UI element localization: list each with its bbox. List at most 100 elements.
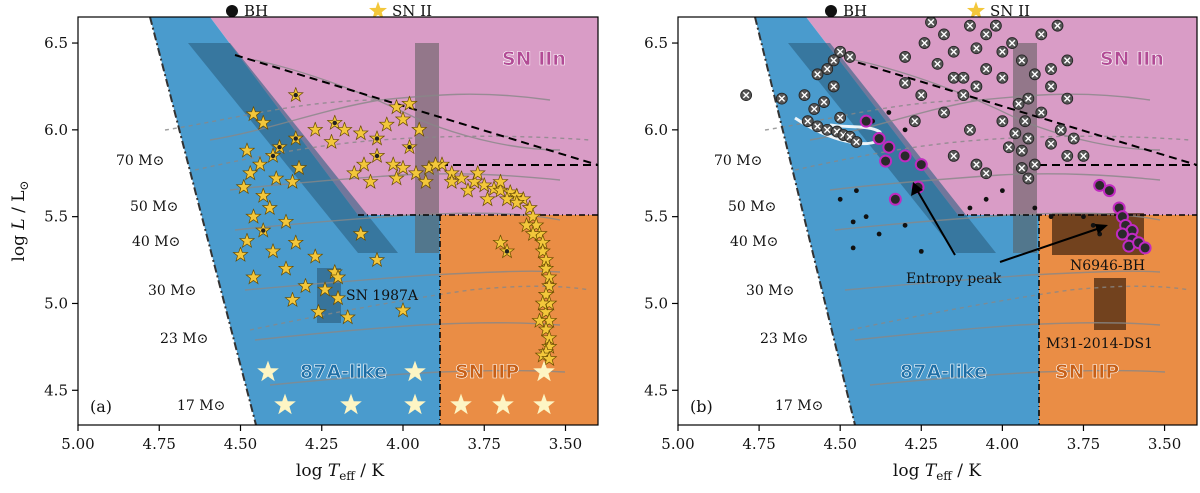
bh-crossed-marker	[899, 77, 911, 89]
bh-crossed-marker	[798, 89, 811, 102]
bh-crossed-marker	[1022, 172, 1035, 185]
x-tick-label: 3.75	[468, 435, 501, 453]
bh-crossed-marker	[1015, 162, 1028, 174]
bh-entropy-marker	[914, 158, 928, 172]
legend-bh-label: BH	[843, 2, 867, 20]
y-tick-label: 4.5	[44, 381, 68, 399]
bh-crossed-marker	[1019, 115, 1031, 128]
y-tick-label: 6.0	[644, 121, 668, 139]
region-iip	[440, 215, 598, 425]
track-mass-label: 30 M⊙	[746, 283, 794, 299]
bh-crossed-marker	[1067, 132, 1080, 145]
bh-crossed-marker	[1015, 144, 1028, 157]
bh-crossed-marker	[970, 42, 983, 55]
mass-labels-a: 70 M⊙ 50 M⊙ 40 M⊙ 30 M⊙ 23 M⊙ 17 M⊙	[116, 153, 225, 414]
axes-frame	[677, 16, 1198, 426]
panel-a: SN IIn 87A-like SN IIP SN 1987A (a) 70 M…	[9, 16, 599, 483]
bh-marker	[918, 248, 924, 254]
ticks-b: 5.00 4.75 4.50 4.25 4.00 3.75 3.50 4.5 5.0 5.5 6.0…	[644, 34, 1181, 453]
bh-crossed-marker	[899, 51, 911, 63]
entropy-band	[188, 43, 398, 253]
legend-bh-marker	[825, 5, 837, 17]
bh-crossed-marker	[947, 149, 960, 162]
x-tick-label: 3.50	[549, 435, 582, 453]
bh-crossed-marker	[908, 115, 921, 128]
bh-marker	[850, 245, 856, 251]
bh-entropy-marker	[898, 149, 912, 163]
x-tick-label: 4.50	[224, 435, 257, 453]
sn-markers	[232, 87, 557, 366]
y-tick-label: 5.0	[644, 294, 668, 312]
track-mass-label: 17 M⊙	[177, 398, 225, 414]
bh-crossed-marker	[1051, 19, 1064, 32]
bh-crossed-marker	[925, 17, 937, 29]
bh-marker	[886, 110, 892, 115]
panel-label: (a)	[90, 397, 112, 416]
bh-crossed-marker	[964, 19, 976, 32]
legend-b: BH SN II	[825, 1, 1030, 20]
bh-marker	[999, 188, 1005, 194]
region-label-iin: SN IIn	[502, 48, 566, 70]
legend-sn-marker	[967, 1, 985, 19]
bh-overlay-dot	[277, 145, 282, 150]
bh-crossed-marker	[818, 96, 830, 108]
bh-entropy-marker	[882, 140, 896, 154]
entropy-arrowhead-2	[1095, 224, 1108, 234]
bh-crossed-marker	[1061, 54, 1074, 67]
legend-sn-label: SN II	[392, 2, 432, 20]
track-mass-label: 23 M⊙	[160, 331, 208, 347]
bh-crossed-marker	[980, 167, 993, 180]
bh-crossed-marker	[1054, 123, 1067, 136]
region-label-87a: 87A-like	[300, 361, 387, 383]
bh-crossed-marker	[1012, 97, 1025, 110]
rsg-band	[415, 43, 439, 253]
bh-marker	[850, 219, 856, 225]
y-tick-label: 4.5	[644, 381, 668, 399]
x-tick-label: 4.50	[823, 435, 856, 453]
bh-marker	[854, 188, 859, 194]
bh-overlay-dot	[270, 153, 276, 159]
bh-crossed-marker	[1045, 137, 1057, 150]
bh-crossed-marker	[1028, 158, 1041, 171]
bh-crossed-marker	[947, 45, 960, 58]
bh-marker	[1048, 214, 1054, 220]
bh-overlay-dot	[374, 153, 380, 159]
bh-marker	[863, 214, 869, 220]
y-tick-label: 6.5	[644, 34, 668, 52]
entropy-arrow-1	[916, 189, 956, 256]
y-tick-label: 5.5	[44, 208, 68, 226]
x-axis-label: log Teff / K	[893, 461, 981, 483]
bh-crossed-marker	[834, 111, 847, 124]
entropy-arrow-2	[999, 227, 1101, 263]
bh-marker	[983, 196, 989, 202]
upper-limit-line	[234, 54, 598, 166]
region-label-iip: SN IIP	[1055, 361, 1119, 383]
bh-crossed-marker	[827, 54, 840, 67]
legend-a: BH SN II	[226, 1, 432, 20]
m31-label: M31-2014-DS1	[1046, 336, 1153, 352]
track-mass-label: 50 M⊙	[728, 199, 776, 215]
bh-crossed-marker	[964, 123, 976, 136]
bh-crossed-marker	[938, 106, 950, 119]
bh-crossed-marker	[996, 71, 1009, 84]
upper-limit-line	[832, 54, 1197, 166]
region-label-iin: SN IIn	[1100, 48, 1164, 70]
bh-entropy-marker	[1115, 227, 1129, 241]
bh-crossed-marker	[970, 80, 983, 93]
bh-crossed-marker	[808, 103, 821, 115]
bh-entropy-marker	[879, 154, 893, 168]
bh-crossed-marker	[740, 89, 753, 102]
bh-crossed-marker	[821, 63, 834, 75]
bh-crossed-marker	[834, 45, 847, 58]
bh-overlay-dot	[504, 249, 510, 254]
x-tick-label: 4.25	[305, 435, 338, 453]
bh-overlay-dot	[332, 120, 337, 126]
bh-crossed-marker	[850, 136, 863, 148]
bh-crossed-marker	[915, 89, 928, 102]
bh-crossed-marker	[1006, 37, 1019, 49]
bh-overlay-dot	[407, 145, 412, 150]
bh-crossed-marker	[931, 57, 944, 70]
track-mass-label: 17 M⊙	[775, 398, 823, 414]
bh-overlay-dot	[293, 92, 298, 98]
